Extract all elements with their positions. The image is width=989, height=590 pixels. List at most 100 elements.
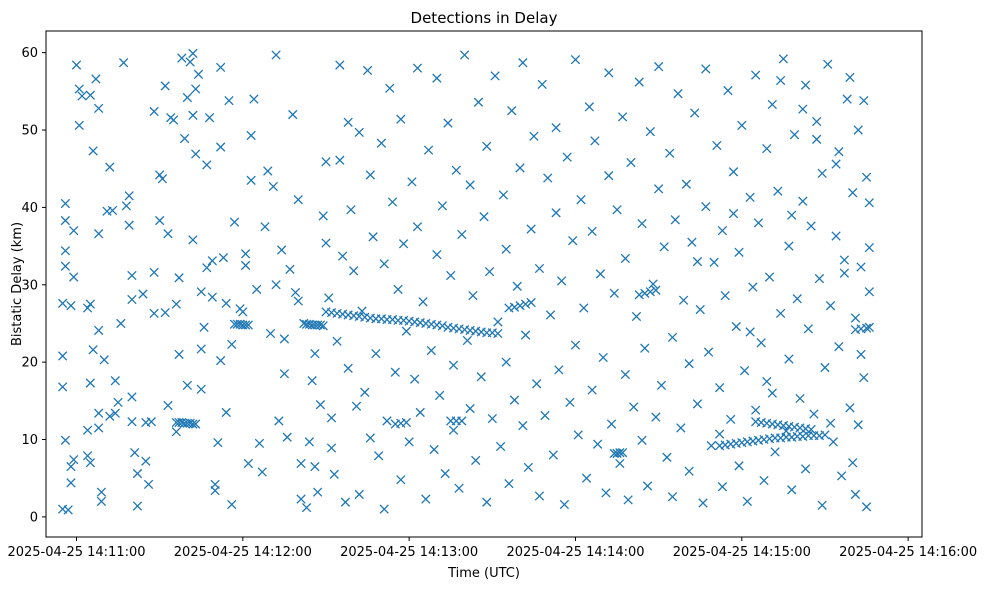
detection-marker bbox=[820, 430, 830, 440]
detection-marker bbox=[141, 456, 151, 466]
detection-marker bbox=[196, 384, 206, 394]
detection-marker bbox=[260, 222, 270, 232]
detection-marker bbox=[706, 441, 716, 451]
detection-marker bbox=[495, 441, 506, 452]
detection-marker bbox=[149, 267, 159, 278]
detection-marker bbox=[376, 138, 387, 148]
detection-marker bbox=[745, 192, 755, 203]
detection-marker bbox=[825, 301, 836, 311]
detection-marker bbox=[365, 170, 376, 180]
detection-marker bbox=[504, 478, 514, 489]
detection-marker bbox=[570, 54, 581, 65]
detection-marker bbox=[670, 215, 680, 225]
detection-marker bbox=[318, 211, 328, 221]
detection-marker bbox=[127, 294, 137, 305]
detection-marker bbox=[307, 376, 317, 386]
detection-marker bbox=[784, 354, 794, 364]
detection-marker bbox=[551, 123, 561, 133]
detection-marker bbox=[349, 266, 359, 276]
detection-marker bbox=[432, 249, 442, 260]
detection-marker bbox=[587, 385, 597, 395]
detection-marker bbox=[146, 417, 157, 427]
detection-marker bbox=[57, 382, 68, 392]
detection-marker bbox=[382, 416, 392, 426]
detection-marker bbox=[848, 188, 858, 198]
detection-marker bbox=[665, 148, 675, 158]
y-tick-label: 0 bbox=[30, 510, 38, 525]
detection-marker bbox=[215, 355, 226, 366]
detection-marker bbox=[443, 118, 453, 128]
detection-marker bbox=[304, 437, 315, 447]
detection-marker bbox=[149, 308, 159, 319]
detection-marker bbox=[168, 115, 179, 125]
detection-marker bbox=[432, 73, 442, 83]
detection-marker bbox=[415, 407, 425, 418]
detection-marker bbox=[127, 417, 137, 427]
detection-marker bbox=[174, 349, 184, 360]
detection-marker bbox=[803, 324, 814, 334]
detection-marker bbox=[626, 157, 636, 168]
y-tick-label: 20 bbox=[21, 356, 38, 371]
detection-marker bbox=[850, 489, 861, 500]
detection-marker bbox=[751, 70, 761, 80]
detection-marker bbox=[703, 347, 714, 357]
detection-marker bbox=[335, 155, 345, 165]
detection-marker bbox=[66, 478, 76, 488]
detection-marker bbox=[160, 307, 170, 318]
y-axis-label: Bistatic Delay (km) bbox=[10, 222, 25, 346]
detection-marker bbox=[71, 60, 82, 70]
detection-marker bbox=[845, 72, 855, 83]
detection-marker bbox=[240, 260, 251, 271]
detection-marker bbox=[728, 208, 739, 219]
detection-marker bbox=[243, 320, 254, 330]
detection-marker bbox=[263, 166, 273, 176]
detection-marker bbox=[864, 198, 874, 208]
detection-marker bbox=[138, 289, 148, 299]
detection-marker bbox=[484, 266, 495, 277]
detection-marker bbox=[407, 177, 417, 187]
detection-marker bbox=[787, 210, 797, 220]
detection-marker bbox=[113, 397, 123, 408]
detection-marker bbox=[667, 332, 678, 343]
detection-marker bbox=[88, 146, 98, 156]
detection-marker bbox=[238, 307, 248, 317]
detection-marker bbox=[753, 218, 764, 228]
detection-marker bbox=[343, 117, 353, 127]
detection-marker bbox=[509, 395, 520, 405]
detection-marker bbox=[207, 256, 217, 266]
detection-marker bbox=[493, 317, 503, 327]
detection-marker bbox=[859, 95, 869, 106]
detection-marker bbox=[839, 268, 850, 278]
detection-marker bbox=[751, 405, 761, 415]
detection-marker bbox=[362, 65, 373, 76]
detection-marker bbox=[440, 468, 450, 479]
detection-marker bbox=[831, 231, 841, 241]
detection-marker bbox=[210, 485, 220, 496]
detection-marker bbox=[709, 257, 719, 267]
detection-marker bbox=[653, 61, 664, 72]
detection-marker bbox=[285, 264, 295, 274]
detection-marker bbox=[734, 461, 744, 471]
detection-marker bbox=[684, 466, 694, 476]
detection-marker bbox=[637, 218, 647, 229]
detection-marker bbox=[401, 326, 412, 336]
detection-marker bbox=[551, 208, 561, 218]
detection-marker bbox=[188, 110, 198, 120]
detection-marker bbox=[795, 393, 805, 404]
detection-marker bbox=[82, 425, 93, 435]
detection-marker bbox=[612, 205, 622, 215]
detection-marker bbox=[579, 303, 589, 313]
detection-marker bbox=[354, 489, 364, 500]
detection-marker bbox=[396, 114, 406, 124]
detection-marker bbox=[274, 416, 284, 426]
detection-marker bbox=[227, 499, 237, 510]
detection-marker bbox=[684, 359, 694, 369]
detection-marker bbox=[720, 290, 730, 301]
detection-marker bbox=[421, 494, 431, 504]
detection-marker bbox=[540, 410, 550, 421]
detection-marker bbox=[864, 287, 874, 297]
detection-marker bbox=[687, 237, 697, 247]
detection-marker bbox=[94, 408, 104, 418]
detection-marker bbox=[132, 501, 143, 511]
